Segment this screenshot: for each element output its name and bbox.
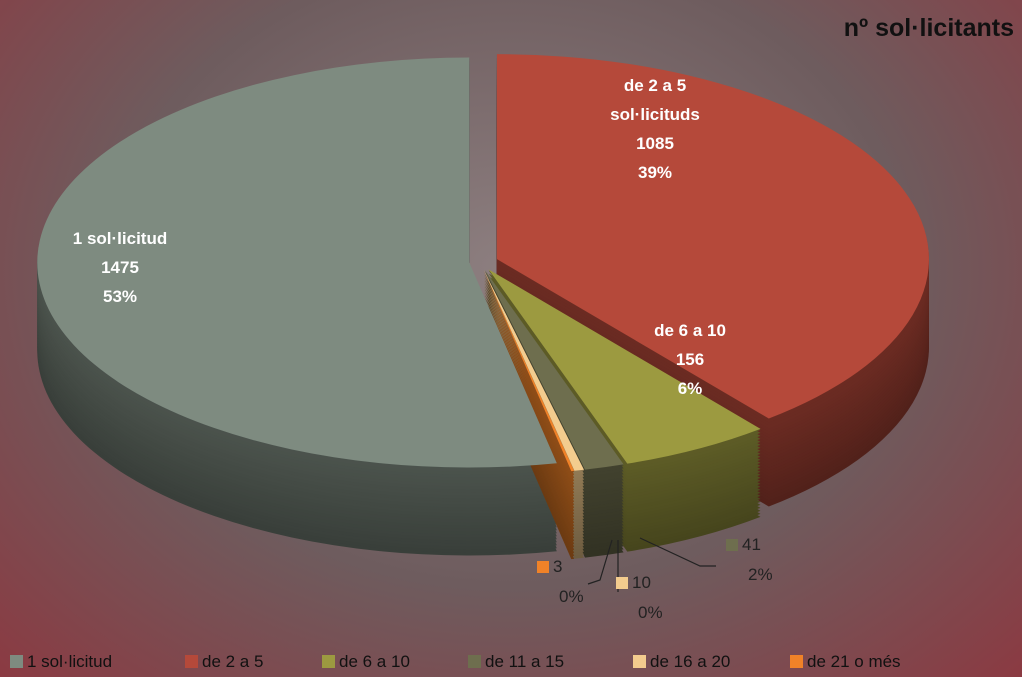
label-key [616,577,628,589]
legend-swatch [790,655,803,668]
data-label-value: 10 [632,573,651,592]
data-label-percent: 6% [677,379,703,398]
legend-item: de 16 a 20 [633,652,730,672]
slice [488,269,761,464]
chart-title: nº sol·licitants [843,14,1014,42]
legend-label: de 2 a 5 [202,652,264,671]
leader-line [639,537,716,567]
data-label-value: 1085 [636,134,674,153]
legend-swatch [322,655,335,668]
data-label-name: 1 sol·licitud [72,229,168,248]
slice [483,270,584,471]
data-label-percent: 0% [638,603,663,622]
legend-label: de 16 a 20 [650,652,731,671]
legend-item: de 11 a 15 [468,652,564,672]
slice [496,54,929,419]
data-label-percent: 53% [102,287,138,306]
data-label-value: 156 [675,350,705,369]
data-label-percent: 39% [637,163,673,182]
legend-swatch [185,655,198,668]
legend-swatch [10,655,23,668]
legend-label: de 11 a 15 [485,652,565,671]
legend-label: 1 sol·licitud [27,652,113,671]
data-label-value: 41 [742,535,761,554]
legend-swatch [633,655,646,668]
legend-item: de 2 a 5 [185,652,263,672]
data-label-percent: 2% [748,565,773,584]
data-label-percent: 0% [559,587,584,606]
data-label-name: de 6 a 10 [654,321,726,340]
data-label-value: 3 [553,557,563,576]
slice [484,270,624,470]
legend-item: de 21 o més [790,652,901,672]
slice [37,57,557,468]
legend-label: de 6 a 10 [339,652,410,671]
data-label-name: de 2 a 5 sol·licituds [610,76,700,124]
legend-item: de 6 a 10 [322,652,410,672]
label-key [537,561,549,573]
slice [483,270,575,472]
leader-line [587,539,613,585]
label-key [726,539,738,551]
data-label-value: 1475 [101,258,139,277]
legend-swatch [468,655,481,668]
legend-label: de 21 o més [807,652,901,671]
legend-item: 1 sol·licitud [10,652,112,672]
